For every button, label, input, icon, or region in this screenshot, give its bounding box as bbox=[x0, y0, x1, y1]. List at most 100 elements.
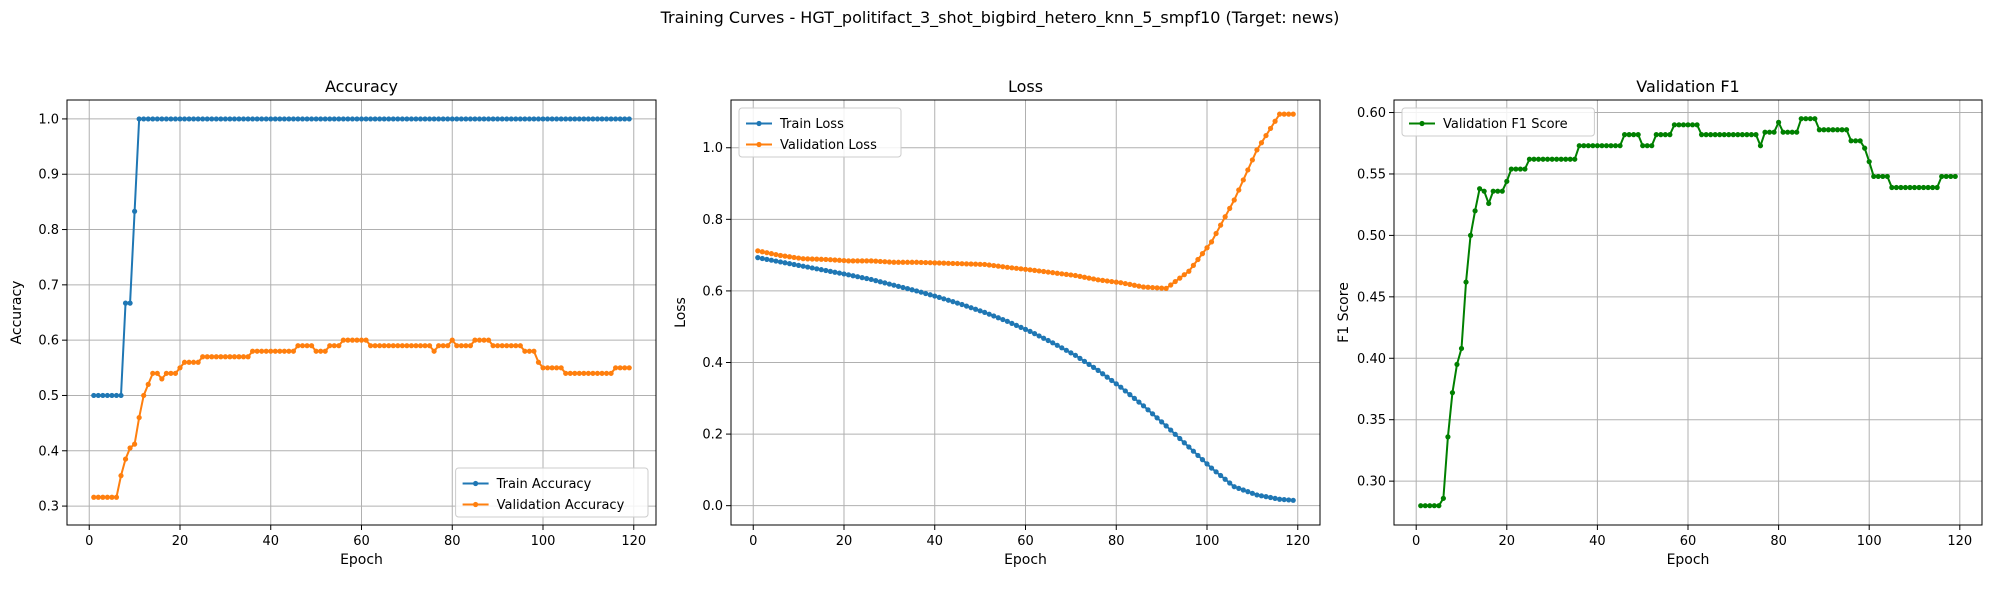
validation-f1-score-point bbox=[1834, 127, 1841, 133]
validation-f1-score-point bbox=[1558, 156, 1564, 162]
y-tick-label: 0.40 bbox=[1357, 352, 1386, 367]
validation-accuracy-point bbox=[209, 354, 215, 360]
validation-loss-point bbox=[1218, 222, 1224, 228]
train-loss-point bbox=[1204, 461, 1210, 467]
train-loss-point bbox=[1068, 350, 1074, 356]
validation-accuracy-point bbox=[336, 343, 342, 349]
train-loss-point bbox=[1154, 415, 1160, 421]
validation-f1-score-point bbox=[1590, 143, 1596, 149]
y-tick-label: 0.4 bbox=[702, 356, 723, 371]
train-loss-point bbox=[1050, 340, 1056, 346]
validation-accuracy-point bbox=[127, 445, 133, 451]
validation-accuracy-point bbox=[436, 343, 442, 349]
y-tick-label: 0.6 bbox=[702, 284, 723, 299]
train-loss-point bbox=[991, 313, 997, 319]
validation-f1-score-point bbox=[1599, 143, 1605, 149]
train-accuracy-point bbox=[295, 116, 301, 122]
validation-loss-point bbox=[1122, 280, 1128, 287]
x-tick-label: 120 bbox=[1947, 534, 1972, 549]
validation-loss-point bbox=[1077, 273, 1083, 279]
validation-f1-score-point bbox=[1567, 156, 1573, 162]
x-axis-label: Epoch bbox=[1667, 552, 1710, 568]
validation-loss-point bbox=[1190, 262, 1196, 268]
train-loss-point bbox=[786, 261, 793, 267]
train-loss-point bbox=[1172, 431, 1178, 437]
validation-f1-score-point bbox=[1454, 361, 1460, 368]
validation-loss-point bbox=[1286, 111, 1292, 117]
validation-loss-point bbox=[959, 261, 965, 267]
validation-loss-point bbox=[1018, 266, 1024, 272]
train-loss-point bbox=[1109, 377, 1115, 384]
train-loss-point bbox=[1240, 487, 1246, 493]
validation-accuracy-point bbox=[290, 348, 297, 354]
validation-accuracy-point bbox=[354, 337, 360, 343]
validation-f1-score-point bbox=[1794, 129, 1800, 135]
train-accuracy-point bbox=[495, 116, 501, 122]
validation-loss-point bbox=[1127, 281, 1133, 287]
validation-f1-score-point bbox=[1667, 132, 1673, 138]
validation-loss-point bbox=[1009, 265, 1015, 271]
train-loss-point bbox=[986, 311, 992, 317]
train-accuracy-point bbox=[599, 116, 605, 122]
validation-loss-point bbox=[1290, 111, 1296, 117]
validation-f1-score-point bbox=[1554, 156, 1560, 162]
train-accuracy-point bbox=[122, 300, 129, 306]
validation-loss-point bbox=[1277, 111, 1283, 117]
train-loss-point bbox=[1041, 335, 1047, 341]
validation-f1-score-point bbox=[1803, 116, 1809, 122]
validation-accuracy-point bbox=[603, 370, 610, 376]
validation-loss-point bbox=[1172, 278, 1178, 285]
validation-loss-point bbox=[1041, 268, 1047, 275]
train-accuracy-point bbox=[449, 116, 455, 122]
validation-loss-point bbox=[859, 258, 865, 264]
validation-f1-score-point bbox=[1776, 119, 1782, 125]
train-loss-point bbox=[1009, 320, 1015, 326]
legend-label: Validation F1 Score bbox=[1443, 117, 1568, 132]
train-loss-point bbox=[877, 279, 883, 285]
legend-marker bbox=[1419, 120, 1425, 127]
train-accuracy-point bbox=[118, 392, 124, 399]
validation-accuracy-point bbox=[104, 494, 110, 500]
validation-accuracy-point bbox=[177, 365, 183, 371]
chart-title: Accuracy bbox=[325, 77, 398, 96]
train-loss-point bbox=[1018, 324, 1024, 330]
validation-accuracy-point bbox=[154, 370, 160, 376]
validation-accuracy-point bbox=[141, 392, 147, 399]
x-tick-label: 40 bbox=[1589, 534, 1606, 549]
train-loss-point bbox=[1022, 326, 1029, 332]
x-axis-label: Epoch bbox=[1004, 552, 1047, 568]
validation-f1-score-point bbox=[1621, 132, 1628, 138]
train-loss-point bbox=[1258, 493, 1265, 499]
train-accuracy-point bbox=[290, 116, 297, 122]
validation-f1-score-point bbox=[1440, 495, 1446, 501]
validation-f1-score-point bbox=[1644, 143, 1650, 149]
validation-accuracy-point bbox=[485, 337, 492, 343]
validation-loss-point bbox=[991, 262, 997, 269]
validation-loss-point bbox=[1113, 279, 1119, 285]
train-accuracy-point bbox=[245, 116, 251, 122]
validation-accuracy-point bbox=[540, 365, 546, 371]
validation-f1-score-point bbox=[1549, 156, 1555, 162]
validation-loss-point bbox=[1267, 125, 1274, 132]
train-loss-point bbox=[791, 261, 797, 268]
validation-accuracy-point bbox=[345, 337, 351, 343]
train-accuracy-point bbox=[617, 116, 623, 122]
train-loss-point bbox=[782, 260, 788, 266]
train-accuracy-point bbox=[544, 116, 551, 122]
validation-f1-score-point bbox=[1757, 143, 1764, 149]
validation-accuracy-point bbox=[172, 370, 179, 376]
validation-f1-score-point bbox=[1884, 173, 1890, 180]
validation-accuracy-point bbox=[490, 343, 496, 349]
train-accuracy-point bbox=[150, 116, 156, 122]
validation-f1-score-point bbox=[1640, 143, 1646, 149]
y-axis-label: F1 Score bbox=[1336, 282, 1352, 343]
validation-loss-point bbox=[1154, 285, 1160, 291]
validation-accuracy-point bbox=[281, 348, 287, 354]
validation-f1-score-point bbox=[1694, 122, 1700, 128]
validation-f1-score-point bbox=[1898, 184, 1904, 191]
validation-accuracy-point bbox=[426, 343, 433, 349]
legend-marker bbox=[473, 480, 479, 487]
validation-loss-point bbox=[1177, 275, 1183, 281]
train-accuracy-point bbox=[490, 116, 496, 122]
